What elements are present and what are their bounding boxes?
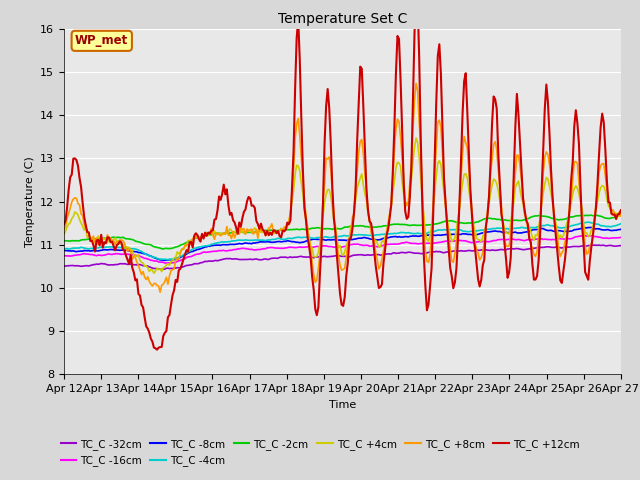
TC_C -2cm xyxy=(60,238,68,243)
TC_C -32cm xyxy=(588,242,595,248)
TC_C -16cm xyxy=(617,235,625,240)
TC_C -4cm xyxy=(246,238,254,243)
TC_C -16cm xyxy=(60,253,68,259)
TC_C +12cm xyxy=(246,195,254,201)
TC_C -8cm xyxy=(589,225,596,231)
TC_C -32cm xyxy=(158,266,166,272)
TC_C +12cm xyxy=(255,226,263,232)
TC_C +4cm xyxy=(228,228,236,233)
TC_C +12cm xyxy=(305,243,313,249)
TC_C -32cm xyxy=(60,263,68,269)
TC_C -8cm xyxy=(163,257,170,263)
TC_C -32cm xyxy=(246,256,254,262)
TC_C -8cm xyxy=(305,237,313,243)
Legend: TC_C -32cm, TC_C -16cm, TC_C -8cm, TC_C -4cm, TC_C -2cm, TC_C +4cm, TC_C +8cm, T: TC_C -32cm, TC_C -16cm, TC_C -8cm, TC_C … xyxy=(56,435,584,470)
TC_C +4cm xyxy=(412,135,420,141)
TC_C +4cm xyxy=(129,248,136,253)
TC_C +8cm xyxy=(412,81,420,86)
TC_C -4cm xyxy=(589,220,596,226)
TC_C -32cm xyxy=(595,242,603,248)
TC_C -16cm xyxy=(305,244,313,250)
TC_C -4cm xyxy=(60,246,68,252)
TC_C -32cm xyxy=(129,262,136,267)
TC_C +12cm xyxy=(589,233,596,239)
TC_C -8cm xyxy=(228,241,236,247)
TC_C -16cm xyxy=(589,233,596,239)
Text: WP_met: WP_met xyxy=(75,35,129,48)
TC_C -4cm xyxy=(228,238,236,244)
TC_C +4cm xyxy=(150,270,158,276)
TC_C +8cm xyxy=(246,227,254,233)
TC_C -2cm xyxy=(588,212,595,218)
TC_C -32cm xyxy=(305,254,313,260)
TC_C -2cm xyxy=(228,230,236,236)
TC_C -2cm xyxy=(255,228,263,234)
Line: TC_C -4cm: TC_C -4cm xyxy=(64,222,621,260)
TC_C +12cm xyxy=(60,222,68,228)
TC_C +8cm xyxy=(305,237,313,242)
TC_C -16cm xyxy=(255,247,263,252)
TC_C -8cm xyxy=(129,248,136,254)
TC_C -32cm xyxy=(617,243,625,249)
TC_C -2cm xyxy=(159,246,167,252)
TC_C -32cm xyxy=(228,256,236,262)
TC_C +12cm xyxy=(228,210,236,216)
TC_C +4cm xyxy=(60,231,68,237)
TC_C +12cm xyxy=(129,265,136,271)
Line: TC_C +4cm: TC_C +4cm xyxy=(64,138,621,273)
TC_C -16cm xyxy=(129,252,136,258)
TC_C -4cm xyxy=(129,246,136,252)
TC_C -32cm xyxy=(255,257,263,263)
TC_C -4cm xyxy=(305,235,313,240)
TC_C -2cm xyxy=(305,226,313,232)
TC_C -2cm xyxy=(246,229,254,235)
TC_C +8cm xyxy=(129,256,136,262)
TC_C -8cm xyxy=(588,225,595,230)
TC_C -4cm xyxy=(164,257,172,263)
TC_C +8cm xyxy=(156,289,164,295)
Line: TC_C -2cm: TC_C -2cm xyxy=(64,214,621,249)
Line: TC_C +12cm: TC_C +12cm xyxy=(64,0,621,350)
TC_C +4cm xyxy=(305,234,313,240)
TC_C -16cm xyxy=(246,247,254,252)
TC_C -8cm xyxy=(246,240,254,246)
TC_C -4cm xyxy=(584,219,592,225)
TC_C -4cm xyxy=(255,237,263,243)
TC_C +4cm xyxy=(246,228,254,234)
Line: TC_C -8cm: TC_C -8cm xyxy=(64,228,621,260)
Line: TC_C -16cm: TC_C -16cm xyxy=(64,235,621,263)
TC_C -16cm xyxy=(228,247,236,253)
TC_C +12cm xyxy=(153,347,161,353)
TC_C -8cm xyxy=(60,248,68,253)
TC_C +4cm xyxy=(589,224,596,230)
Y-axis label: Temperature (C): Temperature (C) xyxy=(24,156,35,247)
TC_C -4cm xyxy=(617,221,625,227)
X-axis label: Time: Time xyxy=(329,400,356,409)
TC_C +8cm xyxy=(60,226,68,232)
TC_C +4cm xyxy=(255,227,263,233)
TC_C +8cm xyxy=(589,231,596,237)
Line: TC_C -32cm: TC_C -32cm xyxy=(64,245,621,269)
TC_C +4cm xyxy=(617,211,625,217)
TC_C +12cm xyxy=(617,207,625,213)
TC_C -8cm xyxy=(617,227,625,232)
TC_C -16cm xyxy=(163,260,170,266)
TC_C -8cm xyxy=(255,239,263,245)
TC_C -2cm xyxy=(129,237,136,242)
Line: TC_C +8cm: TC_C +8cm xyxy=(64,84,621,292)
TC_C +8cm xyxy=(255,225,263,230)
TC_C +8cm xyxy=(228,236,236,241)
TC_C -16cm xyxy=(580,232,588,238)
Title: Temperature Set C: Temperature Set C xyxy=(278,12,407,26)
TC_C +8cm xyxy=(617,213,625,219)
TC_C -2cm xyxy=(617,211,625,217)
